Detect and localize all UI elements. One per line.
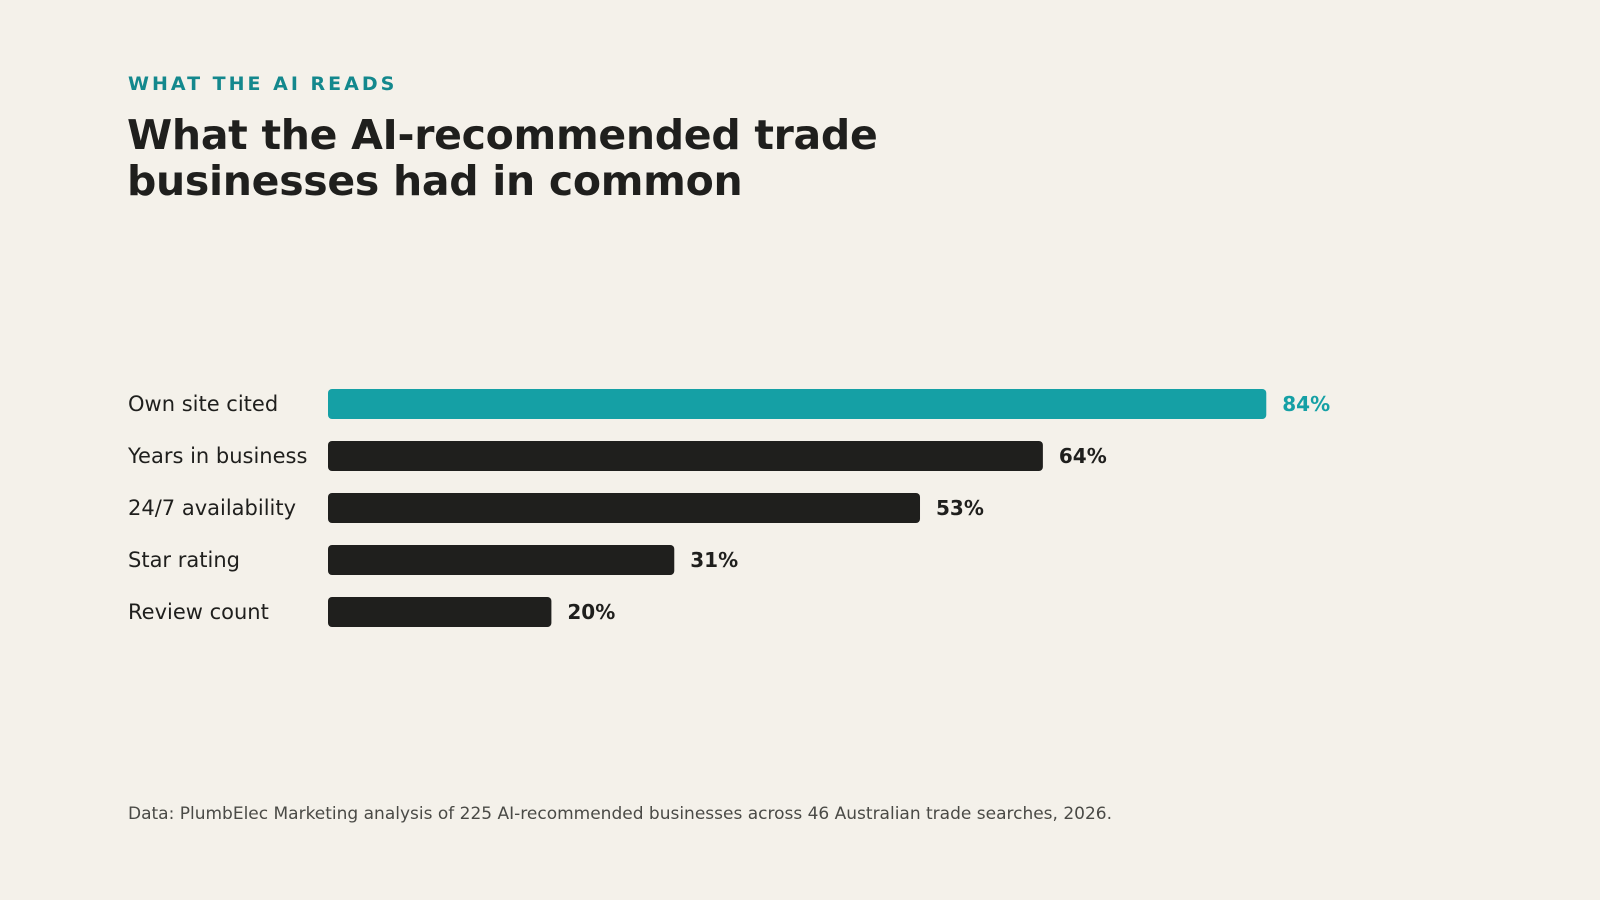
source-note: Data: PlumbElec Marketing analysis of 22…: [128, 804, 1113, 824]
value-label: 84%: [1282, 392, 1330, 416]
category-label: 24/7 availability: [128, 496, 296, 520]
value-label: 64%: [1059, 444, 1107, 468]
category-label: Star rating: [128, 548, 240, 572]
chart-title: What the AI-recommended trade businesses…: [127, 111, 878, 205]
bar: [328, 389, 1267, 419]
bar: [328, 545, 675, 575]
bar: [328, 597, 552, 627]
value-label: 53%: [936, 496, 984, 520]
category-label: Years in business: [127, 444, 307, 468]
bar: [328, 441, 1043, 471]
value-label: 20%: [567, 600, 615, 624]
eyebrow-label: WHAT THE AI READS: [128, 73, 398, 95]
value-label: 31%: [690, 548, 738, 572]
category-label: Review count: [128, 600, 269, 624]
bar: [328, 493, 921, 523]
category-label: Own site cited: [128, 392, 278, 416]
